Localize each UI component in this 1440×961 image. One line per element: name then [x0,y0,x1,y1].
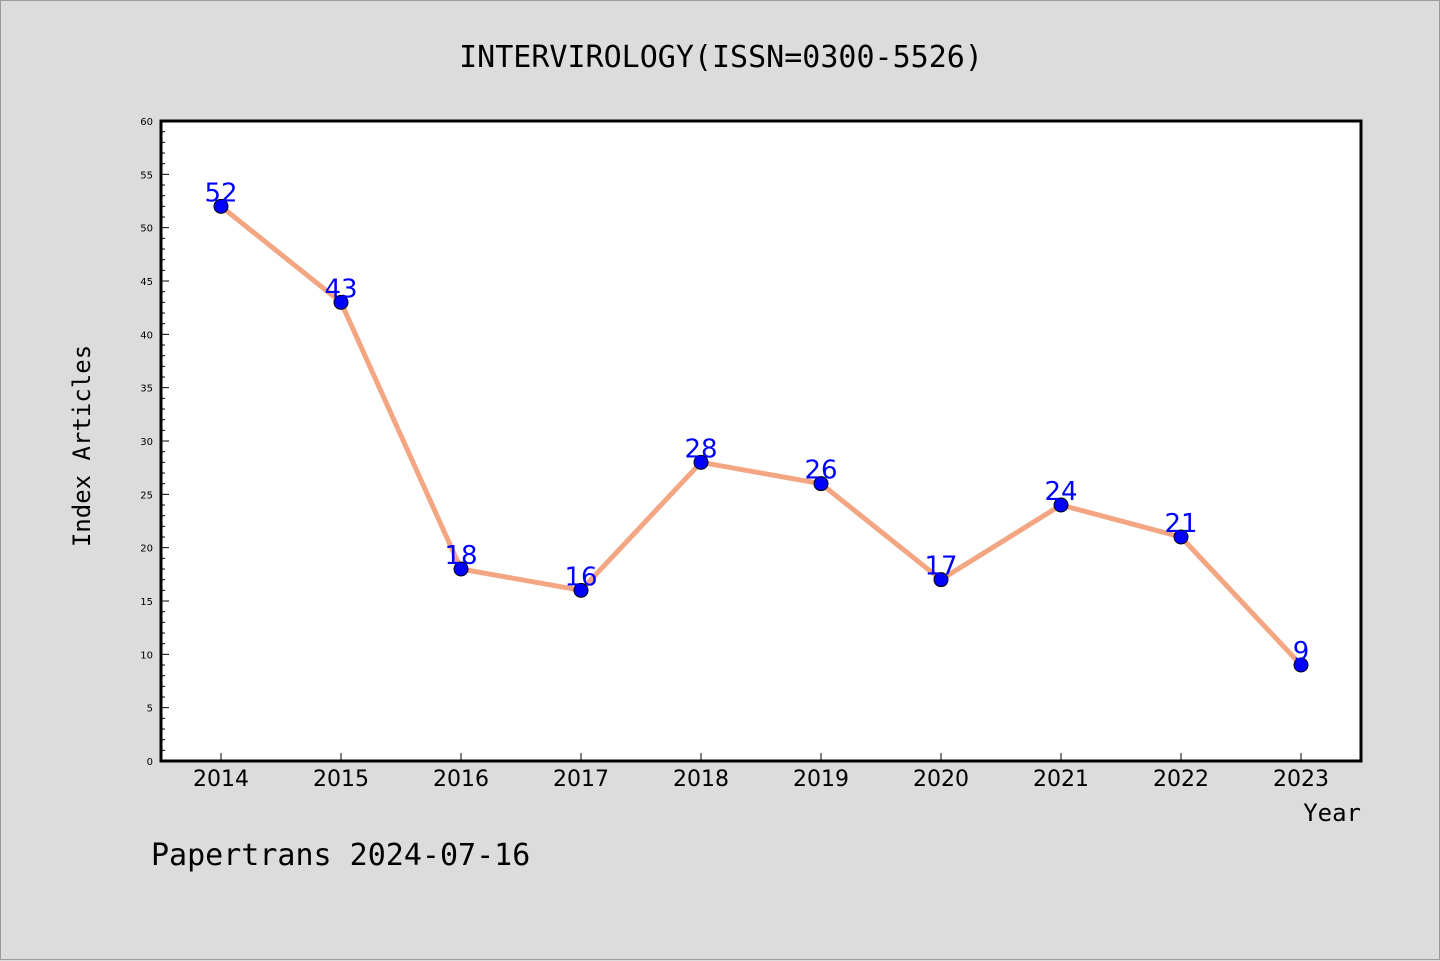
x-tick-label: 2014 [193,767,249,792]
y-tick-label: 30 [140,437,153,448]
y-tick-label: 15 [140,597,153,608]
data-label: 17 [924,552,957,582]
y-tick-label: 10 [140,650,153,661]
y-axis: 0 5 10 15 20 25 30 35 40 45 50 55 60 [140,117,169,768]
x-tick-label: 2020 [913,767,969,792]
x-tick-label: 2017 [553,767,609,792]
data-point [333,294,349,310]
data-label: 26 [804,456,837,486]
y-tick-label: 20 [140,544,153,555]
x-tick-label: 2016 [433,767,489,792]
y-tick-label: 35 [140,384,153,395]
x-axis: 2014 2015 2016 2017 2018 2019 2020 2021 2022 2023 [193,753,1329,792]
data-point [933,572,949,588]
data-label: 24 [1044,477,1077,507]
x-axis-label: Year [1303,799,1361,827]
y-tick-label: 55 [140,170,153,181]
data-point [453,561,469,577]
x-tick-label: 2023 [1273,767,1329,792]
data-point [1293,657,1309,673]
y-tick-label: 50 [140,224,153,235]
data-point [1053,497,1069,513]
chart-title: INTERVIROLOGY(ISSN=0300-5526) [459,40,983,75]
data-label: 16 [564,562,597,592]
y-axis-label: Index Articles [68,345,96,547]
data-label: 21 [1164,509,1197,539]
x-tick-label: 2018 [673,767,729,792]
data-point [813,476,829,492]
data-point [213,198,229,214]
y-tick-label: 45 [140,277,153,288]
data-point [693,454,709,470]
y-tick-label: 0 [147,757,153,768]
y-tick-label: 25 [140,490,153,501]
y-tick-label: 5 [147,704,153,715]
y-tick-label: 60 [140,117,153,128]
y-tick-label: 40 [140,330,153,341]
data-point [573,582,589,598]
x-tick-label: 2019 [793,767,849,792]
x-tick-label: 2022 [1153,767,1209,792]
data-labels-group: 52 43 18 16 28 26 17 24 21 9 [204,178,1309,667]
x-tick-label: 2021 [1033,767,1089,792]
data-label: 9 [1293,637,1310,667]
data-label: 43 [324,274,357,304]
data-label: 18 [444,541,477,571]
footer-text: Papertrans 2024-07-16 [151,838,530,873]
data-label: 52 [204,178,237,208]
series-group [213,198,1309,673]
series-line [219,204,1303,667]
x-tick-label: 2015 [313,767,369,792]
plot-area [159,119,1363,763]
data-label: 28 [684,434,717,464]
data-point [1173,529,1189,545]
